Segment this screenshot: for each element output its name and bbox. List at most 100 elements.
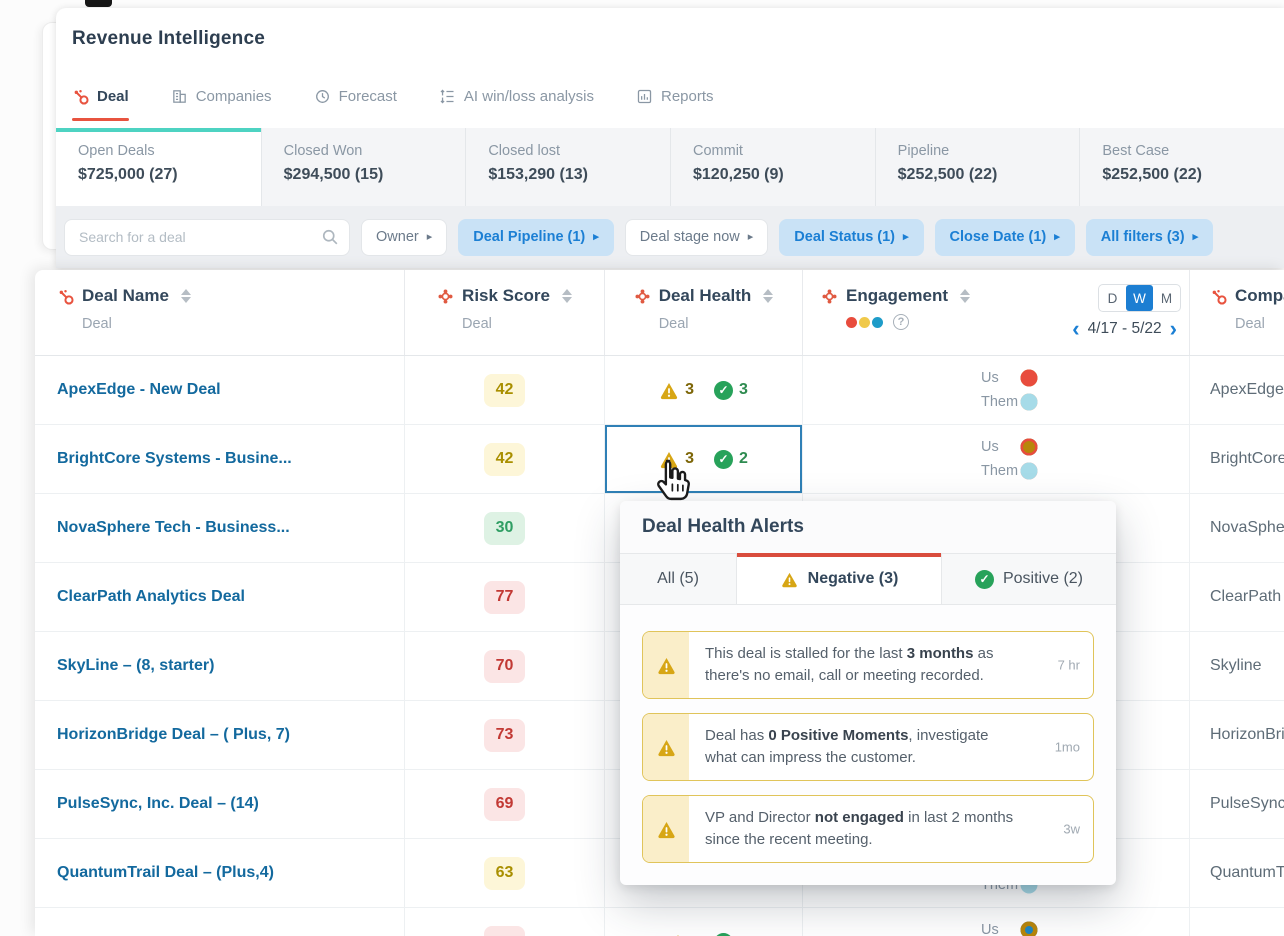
cog-flower-icon bbox=[821, 288, 838, 305]
risk-score-pill: 42 bbox=[484, 442, 525, 476]
tab-label: AI win/loss analysis bbox=[463, 88, 594, 105]
sort-icon[interactable] bbox=[561, 289, 572, 303]
summary-card-closed-lost[interactable]: Closed lost $153,290 (13) bbox=[465, 128, 670, 206]
deal-name-link[interactable]: SkyLine – (8, starter) bbox=[57, 657, 215, 674]
engagement-dot-lightblue bbox=[1020, 393, 1038, 411]
alert-text: Deal has 0 Positive Moments, investigate… bbox=[705, 726, 989, 767]
tab-ai-win-loss[interactable]: AI win/loss analysis bbox=[439, 88, 594, 107]
search-input[interactable] bbox=[64, 218, 350, 256]
tab-label: Forecast bbox=[338, 88, 397, 105]
period-month[interactable]: M bbox=[1160, 290, 1173, 306]
tab-forecast[interactable]: Forecast bbox=[314, 88, 397, 107]
deal-health-cell[interactable]: ✓ bbox=[605, 908, 803, 936]
summary-card-best-case[interactable]: Best Case $252,500 (22) bbox=[1079, 128, 1284, 206]
deal-name-link[interactable]: QuantumTrail Deal – (Plus,4) bbox=[57, 864, 274, 881]
tab-label: Companies bbox=[195, 88, 272, 105]
negative-alerts-group: 3 bbox=[659, 450, 694, 469]
deal-name-link[interactable]: NovaSphere Tech - Business... bbox=[57, 519, 290, 536]
deal-name-link[interactable]: ClearPath Analytics Deal bbox=[57, 588, 245, 605]
engagement-cell[interactable]: Us Them bbox=[803, 908, 1190, 936]
period-toggle: D W M bbox=[1098, 284, 1181, 312]
tab-reports[interactable]: Reports bbox=[636, 88, 714, 107]
popup-tab-positive[interactable]: ✓ Positive (2) bbox=[942, 554, 1116, 604]
positive-alerts-group: ✓ bbox=[714, 932, 739, 936]
deal-health-cell[interactable]: 3 ✓ 2 bbox=[605, 425, 803, 493]
risk-score-pill: 70 bbox=[484, 649, 525, 683]
filter-chip-deal-stage[interactable]: Deal stage now ▸ bbox=[624, 218, 769, 256]
alert-timestamp: 3w bbox=[1063, 821, 1080, 837]
column-header-company[interactable]: Company Deal bbox=[1190, 270, 1284, 355]
engagement-cell[interactable]: Us Them bbox=[803, 425, 1190, 493]
deal-health-cell[interactable]: 3 ✓ 3 bbox=[605, 356, 803, 424]
filter-chip-close-date[interactable]: Close Date (1) ▸ bbox=[934, 218, 1075, 256]
column-header-deal-health[interactable]: Deal Health Deal bbox=[605, 270, 803, 355]
company-name: HorizonBridge bbox=[1210, 726, 1284, 743]
period-week[interactable]: W bbox=[1126, 285, 1153, 311]
popup-tab-negative[interactable]: Negative (3) bbox=[737, 553, 942, 604]
chevron-right-icon: ▸ bbox=[903, 230, 909, 243]
chevron-left-icon[interactable]: ‹ bbox=[1072, 316, 1080, 341]
filter-chip-deal-status[interactable]: Deal Status (1) ▸ bbox=[779, 218, 924, 256]
column-header-risk-score[interactable]: Risk Score Deal bbox=[405, 270, 605, 355]
check-icon: ✓ bbox=[714, 449, 733, 469]
positive-count: 2 bbox=[739, 450, 748, 467]
summary-card-commit[interactable]: Commit $120,250 (9) bbox=[670, 128, 875, 206]
filter-chip-all-filters[interactable]: All filters (3) ▸ bbox=[1085, 218, 1214, 256]
filter-chip-deal-pipeline[interactable]: Deal Pipeline (1) ▸ bbox=[458, 218, 614, 256]
summary-card-closed-won[interactable]: Closed Won $294,500 (15) bbox=[260, 128, 466, 206]
chevron-right-icon: ▸ bbox=[1192, 230, 1199, 243]
tab-label: Deal bbox=[97, 88, 129, 105]
deal-name-link[interactable]: ApexEdge - New Deal bbox=[57, 381, 221, 398]
positive-count: 3 bbox=[739, 381, 748, 398]
company-name: BrightCore bbox=[1210, 450, 1284, 467]
win-loss-list-icon bbox=[439, 88, 456, 105]
sort-icon[interactable] bbox=[180, 289, 191, 303]
alert-card[interactable]: Deal has 0 Positive Moments, investigate… bbox=[642, 713, 1094, 781]
popup-title: Deal Health Alerts bbox=[620, 501, 1116, 554]
company-name: QuantumTrail bbox=[1210, 864, 1284, 881]
risk-score-pill: 73 bbox=[484, 718, 525, 752]
company-name: ClearPath bbox=[1210, 588, 1282, 605]
filter-chip-owner[interactable]: Owner ▸ bbox=[361, 218, 448, 256]
column-header-deal-name[interactable]: Deal Name Deal bbox=[35, 270, 405, 355]
cog-flower-icon bbox=[634, 288, 651, 305]
risk-score-pill: 42 bbox=[484, 373, 525, 407]
period-day[interactable]: D bbox=[1107, 290, 1118, 306]
engagement-cell[interactable]: Us Them bbox=[803, 356, 1190, 424]
chevron-right-icon[interactable]: › bbox=[1169, 316, 1177, 341]
alert-card[interactable]: VP and Director not engaged in last 2 mo… bbox=[642, 795, 1094, 863]
check-icon: ✓ bbox=[714, 380, 733, 400]
risk-score-pill bbox=[484, 925, 525, 936]
deal-name-link[interactable]: PulseSync, Inc. Deal – (14) bbox=[57, 795, 259, 812]
popup-tab-all[interactable]: All (5) bbox=[620, 554, 737, 604]
sort-icon[interactable] bbox=[960, 289, 971, 303]
deal-name-link[interactable]: HorizonBridge Deal – ( Plus, 7) bbox=[57, 726, 290, 743]
alert-card[interactable]: This deal is stalled for the last 3 mont… bbox=[642, 631, 1094, 699]
column-header-engagement[interactable]: Engagement ? D W M ‹ 4/17 - 5/22 bbox=[803, 270, 1190, 355]
them-label: Them bbox=[981, 394, 1019, 410]
buildings-icon bbox=[171, 88, 188, 105]
negative-count: 3 bbox=[685, 381, 694, 398]
positive-alerts-group: ✓ 2 bbox=[714, 449, 748, 469]
bar-chart-icon bbox=[636, 88, 653, 105]
alert-text: VP and Director not engaged in last 2 mo… bbox=[705, 808, 1014, 849]
tab-deal[interactable]: Deal bbox=[72, 88, 129, 121]
hubspot-sprocket-icon bbox=[57, 288, 74, 305]
date-range-nav: ‹ 4/17 - 5/22 › bbox=[1072, 318, 1177, 340]
company-name: Skyline bbox=[1210, 657, 1262, 674]
check-icon: ✓ bbox=[714, 932, 733, 936]
negative-count: 3 bbox=[685, 450, 694, 467]
search-icon bbox=[320, 227, 340, 247]
summary-card-pipeline[interactable]: Pipeline $252,500 (22) bbox=[874, 128, 1080, 206]
us-label: Us bbox=[981, 370, 999, 386]
nav-tabs: Deal Companies Forecast AI win/loss anal… bbox=[72, 88, 714, 121]
help-icon[interactable]: ? bbox=[893, 314, 909, 330]
header-card: Revenue Intelligence Deal Companies Fore… bbox=[56, 8, 1284, 268]
warning-icon bbox=[656, 738, 677, 757]
tab-companies[interactable]: Companies bbox=[171, 88, 272, 107]
summary-card-open-deals[interactable]: Open Deals $725,000 (27) bbox=[56, 128, 261, 206]
risk-score-pill: 30 bbox=[484, 511, 525, 545]
cog-flower-icon bbox=[437, 288, 454, 305]
deal-name-link[interactable]: BrightCore Systems - Busine... bbox=[57, 450, 292, 467]
sort-icon[interactable] bbox=[763, 289, 774, 303]
